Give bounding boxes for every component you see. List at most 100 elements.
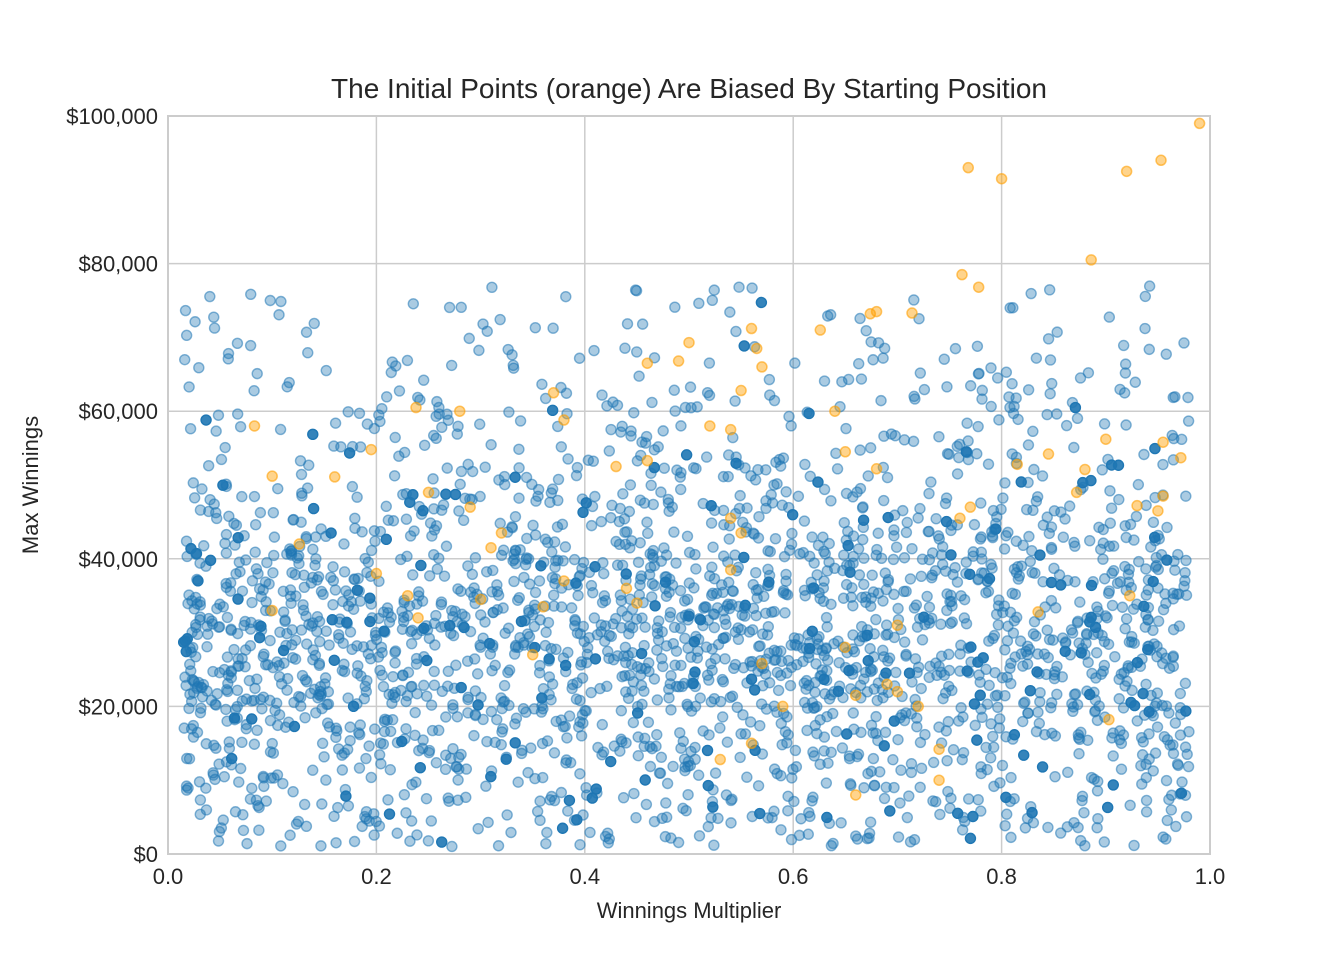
data-point xyxy=(570,577,582,589)
data-point xyxy=(1102,638,1115,650)
data-point xyxy=(299,712,311,724)
data-point xyxy=(1175,787,1188,799)
data-point xyxy=(1032,706,1044,718)
data-point xyxy=(572,589,584,602)
data-point xyxy=(314,635,326,648)
data-point xyxy=(750,584,763,597)
data-point xyxy=(955,590,967,602)
data-point xyxy=(640,798,653,811)
data-point xyxy=(914,736,927,749)
data-point xyxy=(1046,377,1058,390)
data-point xyxy=(662,493,674,506)
data-point xyxy=(884,805,896,817)
data-point xyxy=(825,746,837,759)
data-point xyxy=(389,657,401,669)
data-point xyxy=(494,313,506,326)
data-point xyxy=(747,527,759,539)
data-point xyxy=(365,771,377,784)
data-point xyxy=(430,520,443,532)
data-point xyxy=(1107,727,1119,739)
data-point xyxy=(985,362,997,374)
data-point xyxy=(529,586,542,599)
data-point xyxy=(993,414,1005,426)
data-point xyxy=(991,372,1004,384)
data-point xyxy=(510,545,522,557)
data-point xyxy=(802,629,814,641)
data-point xyxy=(395,553,407,566)
data-point xyxy=(852,543,865,555)
data-point xyxy=(780,486,792,498)
data-point xyxy=(669,405,681,417)
data-point xyxy=(911,721,923,733)
data-point xyxy=(1043,633,1056,646)
data-point xyxy=(485,770,497,783)
data-point xyxy=(447,699,459,711)
data-point xyxy=(651,622,663,634)
data-point xyxy=(729,395,741,407)
data-point xyxy=(404,530,417,542)
initial-point xyxy=(370,567,383,580)
data-point xyxy=(230,568,242,580)
x-tick-label: 0.6 xyxy=(778,864,809,889)
data-point xyxy=(1044,354,1057,366)
data-point xyxy=(1034,687,1046,699)
data-point xyxy=(897,504,909,517)
data-point xyxy=(397,488,409,501)
data-point xyxy=(1051,326,1063,338)
data-point xyxy=(1179,575,1191,587)
data-point xyxy=(739,610,751,622)
data-point xyxy=(407,489,419,501)
data-point xyxy=(1180,705,1192,717)
data-point xyxy=(598,567,610,580)
data-point xyxy=(823,693,836,705)
data-point xyxy=(1019,822,1032,834)
data-point xyxy=(648,815,661,828)
data-point xyxy=(258,780,270,793)
data-point xyxy=(356,820,368,833)
data-point xyxy=(992,619,1005,631)
data-point xyxy=(768,479,780,491)
data-point xyxy=(854,312,866,325)
data-point xyxy=(722,598,734,610)
data-point xyxy=(325,571,337,583)
data-point xyxy=(1101,612,1113,624)
data-point xyxy=(1102,801,1114,814)
data-point xyxy=(300,326,313,338)
data-point xyxy=(295,516,307,528)
data-point xyxy=(974,533,987,545)
data-point xyxy=(822,310,834,322)
data-point xyxy=(1174,687,1187,700)
data-point xyxy=(262,658,274,671)
data-point xyxy=(1113,693,1125,705)
data-point xyxy=(777,452,790,464)
data-point xyxy=(573,721,585,733)
data-point xyxy=(705,589,718,602)
data-point xyxy=(343,447,356,459)
data-point xyxy=(1007,302,1019,314)
data-point xyxy=(1045,541,1058,554)
data-point xyxy=(862,767,874,780)
data-point xyxy=(645,467,657,479)
data-point xyxy=(369,626,382,639)
data-point xyxy=(349,522,361,534)
data-point xyxy=(847,491,859,503)
data-point xyxy=(463,332,475,345)
data-point xyxy=(965,656,977,668)
data-point xyxy=(1104,485,1116,497)
data-point xyxy=(1008,729,1021,741)
data-point xyxy=(944,802,956,814)
data-point xyxy=(942,715,955,728)
data-point xyxy=(275,295,287,308)
data-point xyxy=(332,801,344,814)
data-point xyxy=(791,658,803,671)
data-point xyxy=(1147,765,1159,777)
initial-point xyxy=(745,322,758,335)
initial-point xyxy=(933,743,945,755)
data-point xyxy=(268,531,281,543)
data-point xyxy=(181,550,193,563)
data-point xyxy=(387,670,399,683)
data-point xyxy=(1045,594,1058,607)
data-point xyxy=(513,443,525,455)
data-point xyxy=(529,322,542,334)
data-point xyxy=(842,525,854,538)
